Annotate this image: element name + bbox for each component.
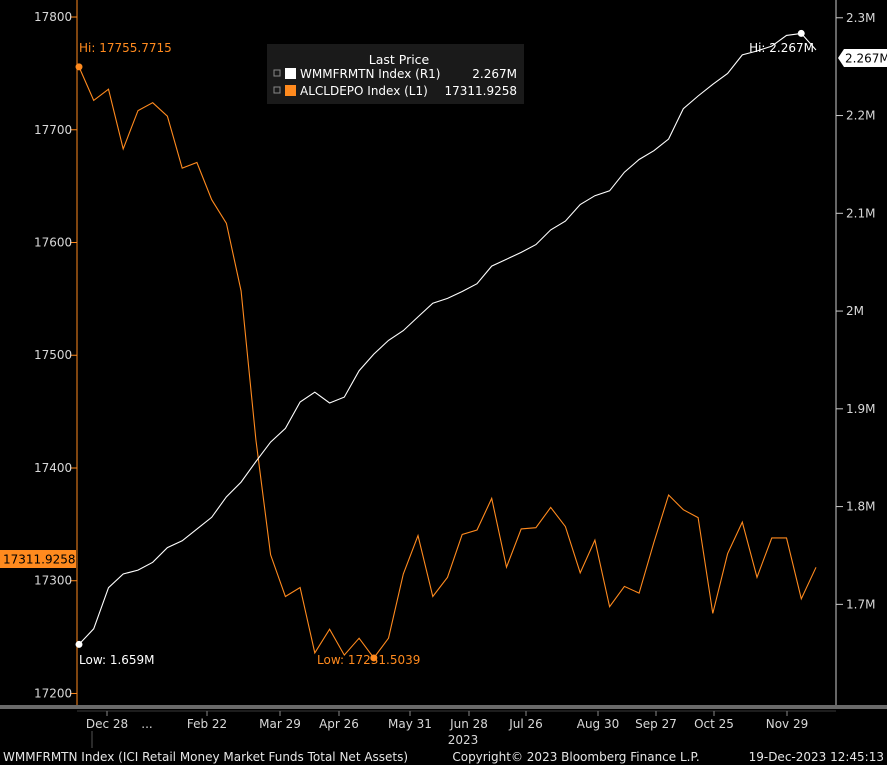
orange-high-label: Hi: 17755.7715 <box>79 41 172 55</box>
orange-low-label: Low: 17231.5039 <box>317 653 420 667</box>
x-tick-label: Jul 26 <box>508 717 543 731</box>
legend: Last Price WMMFRMTN Index (R1) 2.267M AL… <box>267 44 524 104</box>
white-low-marker <box>75 640 83 648</box>
left-last-price-value: 17311.9258 <box>3 553 76 567</box>
x-tick-label: Mar 29 <box>259 717 301 731</box>
right-tick-label: 2.3M <box>846 11 875 25</box>
series-line-wmmfrmtn-index <box>78 32 817 645</box>
orange-high-marker <box>75 63 83 71</box>
left-tick-label: 17500 <box>34 348 72 362</box>
legend-expand-icon[interactable] <box>273 86 281 94</box>
x-tick-label: Sep 27 <box>635 717 677 731</box>
orange-low-marker <box>370 654 378 662</box>
x-tick-label: Dec 28 <box>86 717 128 731</box>
footer-copyright: Copyright© 2023 Bloomberg Finance L.P. <box>452 750 699 764</box>
right-tick-label: 2.1M <box>846 206 875 220</box>
legend-entry-alcldepo[interactable]: ALCLDEPO Index (L1) 17311.9258 <box>273 84 517 98</box>
x-tick-label: ... <box>141 717 152 731</box>
legend-title: Last Price <box>369 52 430 67</box>
left-tick-label: 17200 <box>34 686 72 700</box>
left-tick-label: 17400 <box>34 461 72 475</box>
legend-entry-value: 17311.9258 <box>444 84 517 98</box>
legend-entry-name: ALCLDEPO Index (L1) <box>300 84 428 98</box>
x-tick-label: Oct 25 <box>694 717 734 731</box>
right-tick-label: 1.8M <box>846 500 875 514</box>
right-last-price-tag <box>838 49 887 67</box>
right-axis-ticks: 1.7M 1.8M 1.9M 2M 2.1M 2.2M 2.3M <box>836 11 875 611</box>
x-tick-label: Apr 26 <box>319 717 359 731</box>
legend-entry-value: 2.267M <box>472 67 517 81</box>
legend-entry-wmmfrmtn[interactable]: WMMFRMTN Index (R1) 2.267M <box>273 67 517 81</box>
x-axis-year-label: 2023 <box>448 733 479 747</box>
left-tick-label: 17700 <box>34 123 72 137</box>
left-axis-ticks: 17200 17300 17400 17500 17600 17700 17800 <box>34 10 77 700</box>
left-tick-label: 17300 <box>34 574 72 588</box>
x-tick-label: Jun 28 <box>449 717 488 731</box>
left-last-price-tag <box>0 550 76 568</box>
series-line-alcldepo-index <box>78 66 817 659</box>
right-tick-label: 2.2M <box>846 109 875 123</box>
legend-expand-icon[interactable] <box>273 69 281 77</box>
x-tick-label: Nov 29 <box>766 717 809 731</box>
x-tick-label: Aug 30 <box>577 717 620 731</box>
legend-box <box>267 44 524 104</box>
white-high-label: Hi: 2.267M <box>749 41 814 55</box>
left-tick-label: 17600 <box>34 236 72 250</box>
right-last-price-value: 2.267M <box>845 52 887 66</box>
legend-swatch-white <box>285 68 296 79</box>
legend-swatch-orange <box>285 85 296 96</box>
x-tick-label: May 31 <box>388 717 432 731</box>
right-tick-label: 2M <box>846 304 864 318</box>
right-tick-label: 1.9M <box>846 402 875 416</box>
white-high-marker <box>797 29 805 37</box>
white-low-label: Low: 1.659M <box>79 653 155 667</box>
x-tick-label: Feb 22 <box>187 717 227 731</box>
legend-entry-name: WMMFRMTN Index (R1) <box>300 67 440 81</box>
footer-timestamp: 19-Dec-2023 12:45:13 <box>749 750 884 764</box>
footer-index-description: WMMFRMTN Index (ICI Retail Money Market … <box>3 750 408 764</box>
left-tick-label: 17800 <box>34 10 72 24</box>
right-tick-label: 1.7M <box>846 597 875 611</box>
x-axis-ticks: Dec 28... Feb 22 Mar 29 Apr 26 May 31 Jun 28 J… <box>86 711 808 731</box>
